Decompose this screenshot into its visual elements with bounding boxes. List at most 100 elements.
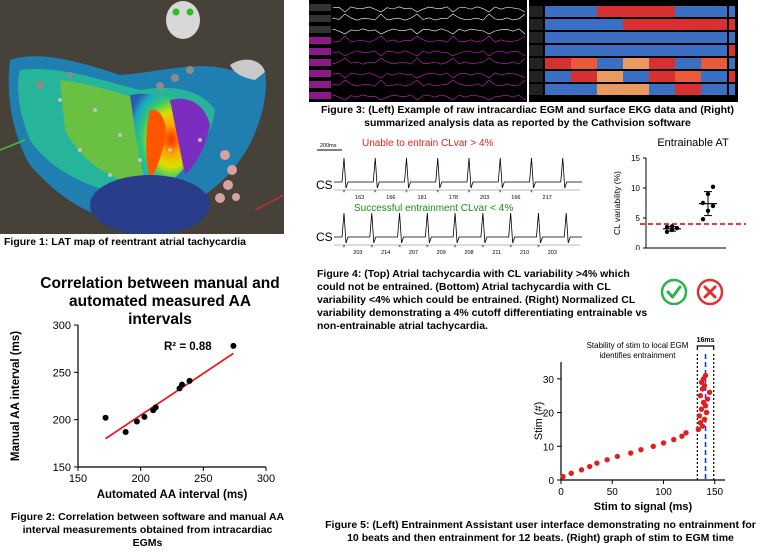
data-point <box>638 446 644 453</box>
heatmap-cell <box>623 71 649 82</box>
beat-marker: × <box>426 244 429 250</box>
heatmap-cell <box>623 19 649 30</box>
fig5-chart-title: Stability of stim to local EGM identifie… <box>586 341 689 360</box>
x-tick-label: 50 <box>607 487 619 498</box>
data-point <box>650 443 656 449</box>
heatmap-cell <box>649 58 675 69</box>
heatmap-cell <box>649 84 675 95</box>
beat-marker: × <box>343 189 346 195</box>
heatmap-cell <box>623 32 649 43</box>
heatmap-cell <box>545 58 571 69</box>
channel-label <box>309 4 331 11</box>
interval-label: 181 <box>418 195 427 201</box>
heatmap-cell <box>571 32 597 43</box>
egm-trace <box>332 6 526 13</box>
heatmap-indicator <box>729 6 735 17</box>
interval-label: 210 <box>520 250 529 256</box>
egm-trace <box>332 94 526 101</box>
beat-marker: × <box>370 244 373 250</box>
fig4-chart: 0 5 10 15 CL variability (%) <box>612 154 746 250</box>
data-point <box>660 440 667 446</box>
y-tick-label: 150 <box>53 462 71 474</box>
heatmap-cell <box>701 45 727 56</box>
heatmap-cell <box>571 71 597 82</box>
data-point <box>664 224 670 230</box>
fig2-chart: 150 200 250 300 150 200 250 300 R² = 0.88 Automat… <box>10 320 275 501</box>
fig5-caption: Figure 5: (Left) Entrainment Assistant u… <box>325 519 756 544</box>
heatmap-cell <box>675 58 701 69</box>
heatmap-cell <box>545 71 571 82</box>
channel-label <box>309 48 331 55</box>
y-tick-label: 30 <box>543 375 555 386</box>
egm-trace <box>332 57 526 65</box>
heatmap-cell <box>545 19 571 30</box>
data-point <box>614 453 621 460</box>
heatmap-cell <box>701 6 727 17</box>
y-tick-label: 0 <box>636 244 641 250</box>
data-point <box>702 372 709 379</box>
interval-label: 166 <box>386 195 395 201</box>
y-axis-label: Manual AA interval (ms) <box>10 331 22 461</box>
heatmap-cell <box>675 45 701 56</box>
y-tick-label: 300 <box>53 320 71 332</box>
data-point <box>696 413 703 419</box>
heatmap-indicator <box>729 32 735 43</box>
r-squared-annotation: R² = 0.88 <box>164 341 212 353</box>
heatmap-indicator <box>729 58 735 69</box>
fit-line <box>105 352 234 440</box>
heatmap-cell <box>597 6 623 17</box>
y-tick-label: 20 <box>543 409 555 420</box>
interval-label: 211 <box>492 250 501 256</box>
data-point <box>710 203 716 209</box>
data-point <box>594 460 600 466</box>
fig2-title: Correlation between manual and automated… <box>40 275 280 328</box>
data-point <box>587 463 593 470</box>
beat-marker: × <box>468 189 471 195</box>
egm-trace <box>332 79 526 87</box>
scale-bar: 200ms <box>317 143 342 151</box>
data-point <box>669 224 675 229</box>
fig4-caption: Figure 4: (Top) Atrial tachycardia with … <box>317 268 648 332</box>
heatmap-cell <box>675 71 701 82</box>
heatmap-cell <box>597 32 623 43</box>
fig4-label-top: Unable to entrain CLvar > 4% <box>362 138 494 149</box>
heatmap-cell <box>597 45 623 56</box>
fig4-cs-top: CS <box>316 178 333 192</box>
interval-label: 203 <box>480 195 489 201</box>
data-point <box>628 450 634 456</box>
beat-marker: × <box>454 244 457 250</box>
heatmap-cell <box>649 19 675 30</box>
data-point <box>230 342 237 349</box>
x-tick-label: 150 <box>69 473 87 485</box>
heatmap-cell <box>675 32 701 43</box>
heatmap-cell <box>675 84 701 95</box>
heatmap-cell <box>571 45 597 56</box>
y-tick-label: 200 <box>53 415 71 427</box>
data-point <box>705 191 711 197</box>
heatmap-row-label <box>529 58 543 69</box>
heatmap-cell <box>545 6 571 17</box>
data-point <box>701 416 708 423</box>
heatmap-indicator <box>729 45 735 56</box>
y-tick-label: 250 <box>53 367 71 379</box>
heatmap-cell <box>571 19 597 30</box>
beat-marker: × <box>405 189 408 195</box>
y-tick-label: 0 <box>548 476 554 487</box>
heatmap-row-label <box>529 19 543 30</box>
data-point <box>669 227 675 233</box>
y-tick-label: 10 <box>543 442 555 453</box>
fig3-egm-panel <box>309 0 527 102</box>
data-point <box>141 413 148 420</box>
fig2-caption: Figure 2: Correlation between software a… <box>10 511 285 549</box>
heatmap-row-label <box>529 71 543 82</box>
data-point <box>679 433 685 439</box>
heatmap-cell <box>649 45 675 56</box>
x-tick-label: 250 <box>194 473 212 485</box>
data-point <box>698 406 705 412</box>
channel-label <box>309 59 331 66</box>
y-tick-label: 15 <box>631 154 640 163</box>
heatmap-cell <box>545 45 571 56</box>
heatmap-cell <box>623 58 649 69</box>
y-tick-label: 5 <box>636 214 641 223</box>
interval-label: 203 <box>353 250 362 256</box>
